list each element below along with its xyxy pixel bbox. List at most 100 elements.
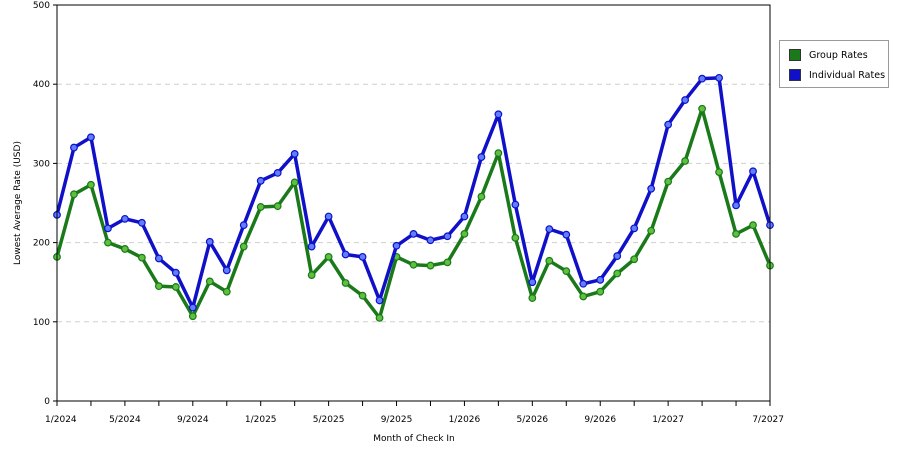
data-point[interactable] [409, 229, 418, 238]
series-layer [53, 73, 774, 322]
data-point[interactable] [137, 218, 146, 227]
data-point[interactable] [715, 73, 723, 82]
plot-frame [56, 4, 771, 402]
data-point[interactable] [324, 212, 333, 221]
data-point[interactable] [171, 283, 180, 291]
data-point[interactable] [460, 229, 469, 238]
data-point[interactable] [392, 241, 401, 250]
data-point[interactable] [630, 224, 639, 233]
data-point[interactable] [256, 176, 265, 185]
y-tick-label: 400 [33, 80, 50, 90]
data-point[interactable] [681, 96, 690, 104]
gridlines [57, 83, 770, 323]
x-tick-label: 5/2026 [516, 415, 548, 425]
data-point[interactable] [70, 143, 78, 152]
data-point[interactable] [443, 258, 452, 267]
data-point[interactable] [732, 201, 740, 210]
data-point[interactable] [358, 252, 367, 261]
data-point[interactable] [562, 230, 571, 239]
data-point[interactable] [664, 120, 673, 129]
data-point[interactable] [307, 271, 316, 279]
x-tick-label: 5/2024 [109, 415, 141, 425]
data-point[interactable] [188, 303, 197, 312]
data-point[interactable] [290, 178, 299, 187]
legend-item-group: Group Rates [789, 48, 868, 62]
y-tick-label: 0 [44, 397, 50, 407]
data-point[interactable] [647, 184, 656, 193]
data-point[interactable] [358, 291, 367, 300]
data-point[interactable] [375, 296, 384, 305]
legend: Group Rates Individual Rates [779, 40, 889, 88]
data-point[interactable] [664, 177, 673, 186]
data-point[interactable] [579, 279, 588, 288]
data-point[interactable] [511, 233, 520, 242]
data-point[interactable] [749, 221, 757, 230]
data-point[interactable] [290, 149, 299, 158]
data-point[interactable] [121, 214, 129, 223]
data-point[interactable] [239, 242, 248, 251]
x-tick-label: 7/2027 [752, 415, 784, 425]
data-point[interactable] [545, 256, 554, 265]
data-point[interactable] [222, 266, 231, 275]
data-point[interactable] [222, 287, 231, 296]
data-point[interactable] [205, 277, 214, 286]
data-point[interactable] [494, 149, 503, 158]
data-point[interactable] [443, 232, 452, 241]
legend-label-group: Group Rates [809, 49, 868, 61]
data-point[interactable] [409, 260, 418, 269]
data-point[interactable] [477, 153, 486, 161]
data-point[interactable] [749, 167, 757, 176]
legend-swatch-group [789, 49, 801, 61]
data-point[interactable] [273, 169, 282, 177]
data-point[interactable] [341, 279, 350, 287]
data-point[interactable] [698, 104, 706, 113]
data-point[interactable] [205, 237, 214, 246]
series-group-rates [53, 104, 774, 322]
data-point[interactable] [511, 200, 520, 209]
data-point[interactable] [528, 278, 537, 287]
data-point[interactable] [562, 267, 571, 276]
data-point[interactable] [104, 238, 112, 247]
data-point[interactable] [137, 253, 146, 262]
data-point[interactable] [239, 221, 248, 230]
data-point[interactable] [426, 236, 435, 245]
data-point[interactable] [256, 203, 265, 211]
data-point[interactable] [613, 269, 622, 278]
data-point[interactable] [732, 229, 740, 238]
data-point[interactable] [341, 250, 350, 259]
data-point[interactable] [104, 224, 112, 233]
data-point[interactable] [579, 292, 588, 301]
legend-item-individual: Individual Rates [789, 68, 885, 82]
data-point[interactable] [460, 212, 469, 221]
data-point[interactable] [188, 312, 197, 321]
data-point[interactable] [87, 133, 95, 142]
data-point[interactable] [87, 180, 95, 189]
data-point[interactable] [613, 252, 622, 260]
x-tick-label: 5/2025 [313, 415, 345, 425]
data-point[interactable] [154, 282, 163, 291]
data-point[interactable] [273, 202, 282, 211]
data-point[interactable] [545, 225, 554, 234]
data-point[interactable] [647, 226, 656, 235]
data-point[interactable] [375, 313, 384, 322]
data-point[interactable] [171, 268, 180, 277]
data-point[interactable] [528, 294, 537, 302]
data-point[interactable] [307, 242, 316, 251]
data-point[interactable] [121, 245, 129, 253]
data-point[interactable] [681, 157, 690, 165]
data-point[interactable] [324, 252, 333, 261]
data-point[interactable] [596, 287, 605, 296]
data-point[interactable] [715, 168, 723, 177]
data-point[interactable] [698, 74, 706, 83]
x-tick-label: 1/2026 [449, 415, 481, 425]
data-point[interactable] [70, 190, 78, 199]
data-point[interactable] [630, 255, 639, 264]
x-tick-label: 9/2024 [177, 415, 209, 425]
data-point[interactable] [596, 275, 605, 284]
x-axis-title: Month of Check In [373, 434, 455, 444]
data-point[interactable] [426, 261, 435, 270]
data-point[interactable] [494, 110, 503, 119]
data-point[interactable] [154, 254, 163, 263]
data-point[interactable] [477, 192, 486, 201]
